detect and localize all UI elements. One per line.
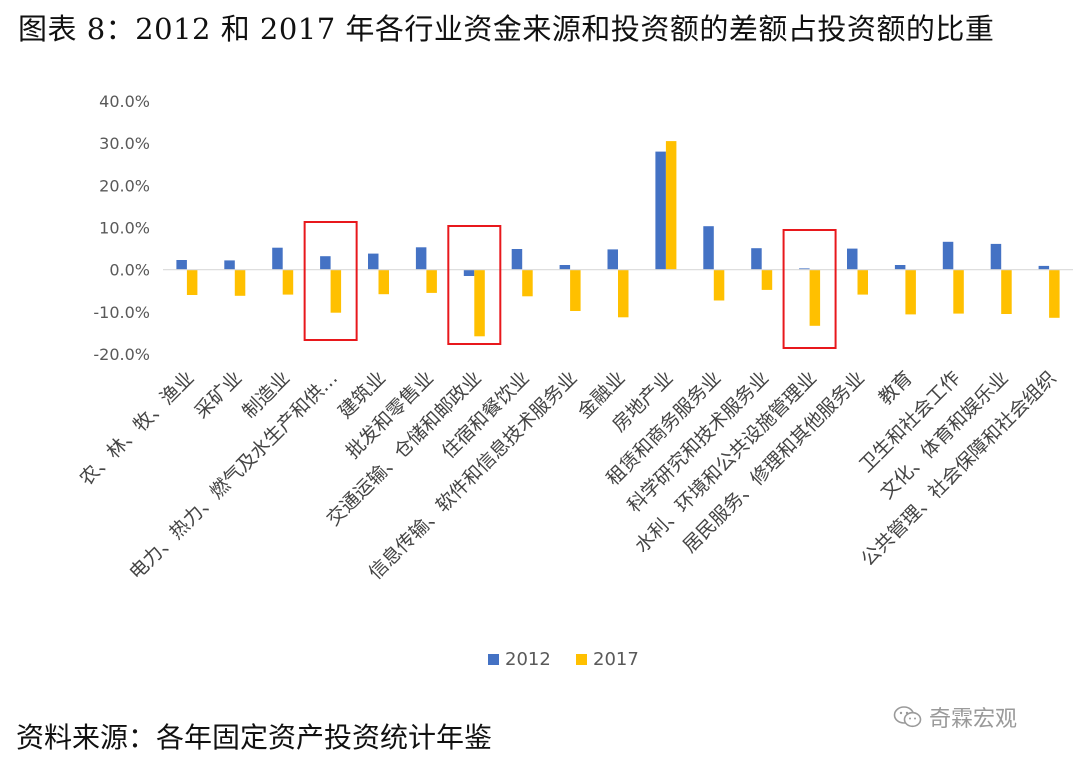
bar-2017-16: [953, 269, 964, 314]
bar-2017-2: [282, 269, 294, 295]
legend: 2012 2017: [488, 649, 639, 670]
bar-2012-3: [320, 256, 331, 270]
x-tick-label: 采矿业: [191, 367, 247, 423]
bar-2017-5: [426, 269, 437, 293]
bar-2012-12: [751, 248, 762, 270]
bars-group: [176, 141, 1060, 337]
y-tick-label: 0.0%: [109, 261, 150, 280]
bar-2012-16: [942, 241, 954, 270]
bar-2017-4: [378, 269, 389, 295]
bar-2012-5: [415, 247, 427, 270]
bar-2017-3: [330, 269, 342, 313]
y-tick-label: 40.0%: [99, 92, 150, 111]
bar-2017-7: [522, 269, 533, 297]
y-tick-label: -10.0%: [93, 303, 150, 322]
bar-2012-15: [894, 265, 906, 270]
legend-label: 2012: [505, 649, 551, 670]
bar-2012-8: [559, 265, 571, 270]
bar-2012-7: [511, 249, 523, 270]
bar-2012-6: [463, 269, 475, 276]
y-tick-label: 20.0%: [99, 176, 150, 195]
bar-2012-10: [655, 151, 666, 270]
bar-2017-17: [1001, 269, 1012, 314]
bar-2017-14: [857, 269, 868, 295]
bar-2012-0: [176, 260, 187, 270]
bar-2012-1: [224, 260, 235, 270]
bar-2017-13: [809, 269, 821, 326]
bar-2017-18: [1049, 269, 1060, 318]
highlight-box: [782, 229, 837, 349]
highlight-boxes: [303, 221, 837, 349]
bar-2012-11: [703, 226, 714, 270]
watermark: 奇霖宏观: [893, 701, 1017, 733]
bar-2012-14: [847, 248, 858, 270]
bar-2017-8: [570, 269, 581, 311]
bar-2012-13: [799, 268, 810, 270]
y-axis: 40.0% 30.0% 20.0% 10.0% 0.0% -10.0% -20.0%: [93, 92, 150, 364]
bar-2012-2: [272, 247, 283, 270]
bar-2017-1: [234, 269, 246, 296]
bar-2017-0: [186, 269, 198, 295]
y-tick-label: -20.0%: [93, 345, 150, 364]
bar-2012-18: [1038, 265, 1050, 270]
bar-2012-9: [607, 249, 618, 270]
bar-2017-11: [713, 269, 725, 301]
bar-2017-9: [618, 269, 629, 318]
x-axis-labels: 农、林、牧、渔业采矿业制造业电力、热力、燃气及水生产和供…建筑业批发和零售业交通…: [75, 367, 1060, 584]
watermark-text: 奇霖宏观: [929, 707, 1018, 732]
bar-chart: 40.0% 30.0% 20.0% 10.0% 0.0% -10.0% -20.0% 农、林…: [75, 92, 1073, 670]
bar-2017-10: [665, 141, 677, 270]
bar-2017-12: [761, 269, 773, 290]
highlight-box: [303, 221, 358, 341]
bar-2012-17: [990, 243, 1002, 270]
y-tick-label: 10.0%: [99, 219, 150, 238]
bar-2012-4: [368, 253, 379, 270]
source-note: 资料来源：各年固定资产投资统计年鉴: [16, 721, 493, 754]
figure-title: 图表 8：2012 和 2017 年各行业资金来源和投资额的差额占投资额的比重: [18, 12, 995, 46]
legend-label: 2017: [593, 649, 639, 670]
y-tick-label: 30.0%: [99, 134, 150, 153]
bar-2017-15: [905, 269, 916, 315]
legend-swatch-2012: [488, 654, 499, 665]
wechat-icon: [893, 706, 922, 728]
x-tick-label: 农、林、牧、渔业: [75, 367, 198, 490]
legend-swatch-2017: [576, 654, 587, 665]
bar-2017-6: [474, 269, 485, 337]
highlight-box: [447, 225, 502, 345]
x-tick-label: 教育: [874, 367, 916, 409]
